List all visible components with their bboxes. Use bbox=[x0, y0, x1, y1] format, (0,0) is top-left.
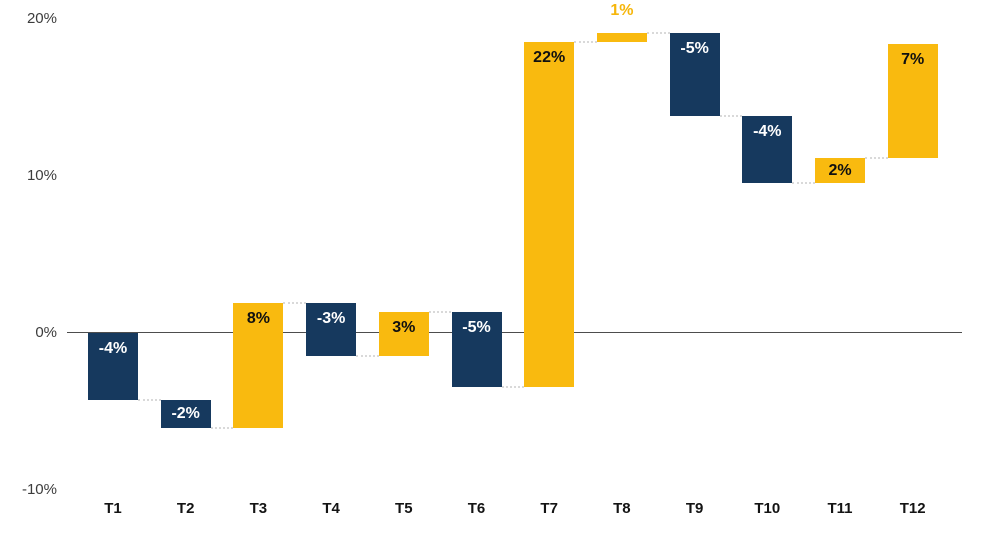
connector-T5-T6 bbox=[428, 311, 452, 314]
y-tick-label-20pct: 20% bbox=[26, 9, 57, 27]
connector-T9-T10 bbox=[719, 114, 743, 117]
y-tick-label-0pct: 0% bbox=[35, 323, 57, 341]
connector-T3-T4 bbox=[283, 301, 307, 304]
x-tick-label-T7: T7 bbox=[540, 500, 558, 517]
bar-T1 bbox=[88, 332, 138, 400]
connector-T2-T3 bbox=[210, 427, 234, 430]
y-tick-label--10pct: -10% bbox=[21, 480, 57, 498]
x-tick-label-T12: T12 bbox=[899, 500, 926, 517]
bar-T6 bbox=[451, 312, 502, 388]
connector-T8-T9 bbox=[646, 31, 670, 34]
connector-T10-T11 bbox=[792, 182, 815, 185]
connector-T1-T2 bbox=[138, 399, 161, 401]
connector-T4-T5 bbox=[356, 355, 379, 358]
x-tick-label-T1: T1 bbox=[104, 500, 122, 517]
x-tick-label-T2: T2 bbox=[176, 500, 195, 517]
zero-axis-line bbox=[67, 331, 962, 334]
bar-value-label-T1: -4% bbox=[98, 339, 128, 357]
bar-T4 bbox=[306, 302, 357, 357]
bar-T10 bbox=[742, 115, 793, 184]
bar-T2 bbox=[160, 400, 211, 429]
connector-T6-T7 bbox=[501, 386, 525, 389]
x-tick-label-T5: T5 bbox=[395, 500, 413, 517]
bar-value-label-T8: 1% bbox=[610, 1, 634, 19]
bar-T9 bbox=[669, 32, 720, 116]
bar-value-label-T5: 3% bbox=[392, 319, 416, 337]
bar-T12 bbox=[887, 43, 938, 159]
bar-T7 bbox=[524, 42, 575, 388]
bar-T11 bbox=[815, 158, 865, 184]
x-tick-label-T3: T3 bbox=[249, 500, 268, 517]
bar-value-label-T9: -5% bbox=[680, 39, 709, 57]
x-tick-label-T9: T9 bbox=[685, 500, 704, 517]
bar-T5 bbox=[378, 312, 429, 357]
bar-value-label-T11: 2% bbox=[828, 161, 852, 179]
x-tick-label-T4: T4 bbox=[322, 500, 340, 517]
bar-T3 bbox=[233, 302, 284, 429]
x-tick-label-T11: T11 bbox=[827, 500, 853, 517]
bar-value-label-T10: -4% bbox=[753, 122, 782, 140]
bar-value-label-T7: 22% bbox=[533, 49, 566, 67]
y-tick-label-10pct: 10% bbox=[26, 166, 57, 184]
connector-T7-T8 bbox=[574, 41, 597, 44]
x-tick-label-T10: T10 bbox=[754, 500, 781, 517]
x-tick-label-T8: T8 bbox=[613, 500, 631, 517]
bar-value-label-T3: 8% bbox=[246, 309, 270, 327]
bar-value-label-T12: 7% bbox=[901, 50, 925, 68]
bar-value-label-T2: -2% bbox=[171, 405, 200, 423]
x-tick-label-T6: T6 bbox=[467, 500, 486, 517]
bar-T8 bbox=[596, 32, 647, 43]
bar-value-label-T4: -3% bbox=[316, 309, 346, 327]
bar-value-label-T6: -5% bbox=[462, 319, 491, 337]
connector-T11-T12 bbox=[865, 157, 888, 160]
